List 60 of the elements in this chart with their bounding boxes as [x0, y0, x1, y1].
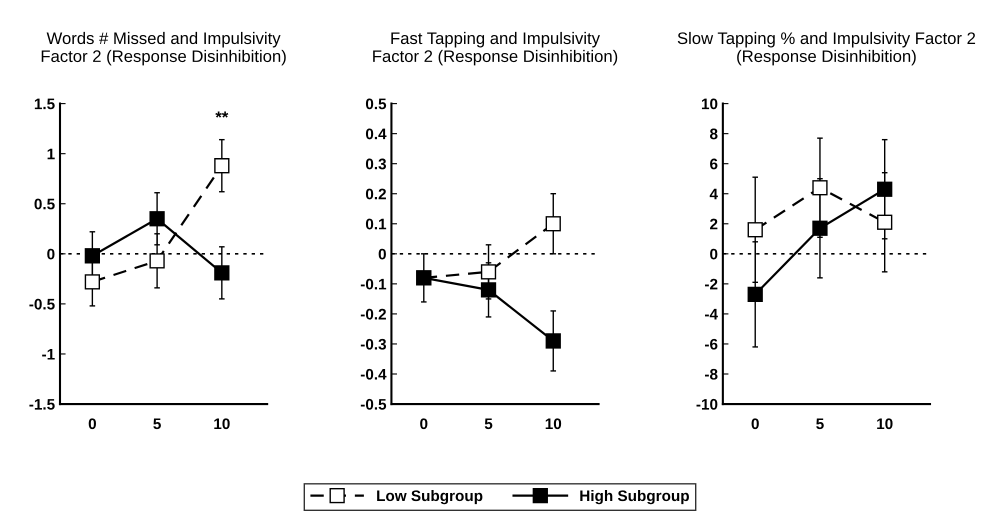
point	[214, 158, 230, 174]
y-tick-label: 0.5	[366, 98, 386, 110]
y-tick-label: 0.2	[366, 188, 386, 200]
point	[546, 216, 561, 232]
y-tick-label: -0.5	[29, 298, 55, 310]
y-tick-label: -0.2	[360, 308, 386, 320]
x-tick-label: 5	[153, 418, 161, 430]
y-tick-label: 1.5	[34, 98, 55, 110]
y-tick-label: -1.5	[29, 399, 55, 410]
x-tick-label: 10	[877, 418, 893, 430]
y-tick-label: 8	[710, 128, 718, 140]
legend-label: Low Subgroup	[377, 490, 482, 504]
y-tick-label: -1	[42, 348, 55, 360]
point	[84, 274, 100, 290]
y-tick-label: -6	[705, 338, 718, 350]
chart-title: Words # Missed and Impulsivity Factor 2 (Response Disinhibition)	[42, 32, 286, 66]
chart-title: Fast Tapping and Impulsivity Factor 2 (Response Disinhibition)	[373, 32, 618, 66]
point	[748, 286, 763, 302]
x-tick-label: 5	[484, 418, 492, 430]
y-tick-label: 0.4	[366, 128, 386, 140]
chart-title: Slow Tapping % and Impulsivity Factor 2 (Response Disinhibition)	[678, 32, 976, 66]
y-tick-label: -0.4	[360, 368, 386, 380]
y-tick-label: 0.5	[34, 198, 55, 210]
y-tick-label: 2	[710, 218, 718, 230]
y-tick-label: 0.3	[366, 158, 386, 170]
point	[812, 220, 828, 236]
y-tick-label: -10	[696, 398, 718, 410]
point	[480, 264, 496, 280]
y-tick-label: -0.5	[360, 398, 386, 410]
y-tick-label: 4	[710, 188, 718, 200]
point	[84, 248, 100, 264]
y-tick-label: 10	[702, 98, 718, 110]
point	[214, 265, 230, 280]
y-tick-label: 0.1	[366, 218, 386, 230]
y-tick-label: 0	[47, 248, 55, 260]
y-tick-label: -2	[705, 278, 718, 290]
x-tick-label: 0	[420, 418, 428, 430]
point	[480, 282, 496, 298]
x-tick-label: 10	[214, 418, 230, 430]
point	[149, 211, 165, 226]
y-tick-label: -0.1	[360, 278, 386, 290]
point	[877, 214, 892, 230]
y-tick-label: 1	[48, 148, 55, 160]
y-tick-label: -0.3	[360, 338, 386, 350]
x-tick-label: 0	[752, 418, 759, 430]
point	[812, 180, 828, 196]
x-tick-label: 5	[816, 418, 824, 430]
point	[546, 333, 561, 349]
point	[877, 182, 892, 197]
x-tick-label: 10	[546, 418, 562, 430]
legend-label: High Subgroup	[580, 490, 689, 504]
x-tick-label: 0	[88, 418, 96, 430]
y-tick-label: 0	[378, 248, 386, 260]
y-tick-label: 6	[710, 158, 718, 170]
y-tick-label: -8	[705, 368, 718, 380]
point	[149, 253, 165, 268]
y-tick-label: 0	[710, 248, 718, 260]
annotation: **	[215, 111, 228, 118]
y-tick-label: -4	[705, 308, 718, 320]
point	[748, 222, 763, 238]
